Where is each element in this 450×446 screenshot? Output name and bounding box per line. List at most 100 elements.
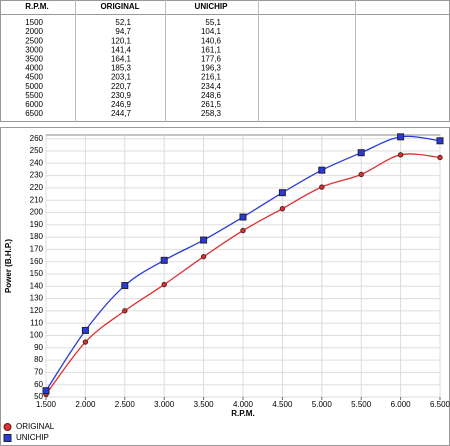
- y-tick-label: 140: [30, 281, 44, 290]
- x-tick-label: 5.000: [312, 400, 333, 409]
- table-cell: 120,1: [111, 36, 132, 45]
- table-header: UNICHIP: [195, 2, 229, 11]
- table-cell: 220,7: [111, 82, 132, 91]
- table-cell: 2500: [25, 36, 43, 45]
- table-cell: 230,9: [111, 91, 132, 100]
- table-cell: 1500: [25, 18, 43, 27]
- x-tick-label: 2.000: [75, 400, 96, 409]
- table-cell: 248,6: [201, 91, 222, 100]
- y-tick-label: 200: [30, 208, 44, 217]
- chart: 50 60 70 80 90 100 110 120 130 140 150 160 170 180 190…: [3, 133, 450, 442]
- y-tick-label: 130: [30, 294, 44, 303]
- y-axis-label: Power (B.H.P.): [4, 239, 13, 293]
- point: [239, 213, 247, 221]
- x-tick-label: 4.500: [272, 400, 293, 409]
- x-tick-label: 3.500: [194, 400, 215, 409]
- table-frame: [0, 0, 450, 122]
- table-cell: 177,6: [201, 55, 222, 64]
- point: [397, 152, 404, 158]
- legend-label: UNICHIP: [16, 433, 49, 442]
- table-cell: 94,7: [115, 27, 131, 36]
- table-cell: 2000: [25, 27, 43, 36]
- x-tick-label: 2.500: [115, 400, 136, 409]
- table-cell: 4000: [25, 64, 43, 73]
- y-tick-label: 110: [30, 318, 43, 327]
- table-cell: 185,3: [111, 64, 132, 73]
- y-tick-label: 230: [30, 171, 44, 180]
- table-cell: 196,3: [201, 64, 222, 73]
- table-cell: 258,3: [201, 109, 222, 118]
- y-tick-label: 250: [30, 146, 44, 155]
- point: [397, 133, 405, 141]
- y-tick-label: 90: [34, 343, 43, 352]
- y-tick-label: 170: [30, 245, 44, 254]
- y-tick-label: 160: [30, 257, 44, 266]
- legend-label: ORIGINAL: [16, 422, 55, 431]
- table-cell: 5000: [25, 82, 43, 91]
- y-tick-label: 190: [30, 220, 44, 229]
- x-axis-label: R.P.M.: [231, 409, 254, 418]
- table-cell: 6500: [25, 109, 43, 118]
- point: [121, 282, 129, 290]
- table-header: ORIGINAL: [100, 2, 139, 11]
- point: [357, 149, 365, 157]
- y-tick-label: 180: [30, 232, 44, 241]
- table-cell: 140,6: [201, 36, 222, 45]
- table-cell: 52,1: [115, 18, 131, 27]
- point: [358, 171, 364, 178]
- table-cell: 234,4: [201, 82, 222, 91]
- point: [436, 137, 444, 145]
- x-tick-label: 1.500: [36, 400, 57, 409]
- table-cell: 161,1: [201, 45, 222, 54]
- table-header: R.P.M.: [25, 2, 48, 11]
- x-tick-label: 6.500: [430, 400, 450, 409]
- y-tick-label: 210: [30, 195, 44, 204]
- x-tick-label: 6.000: [391, 400, 412, 409]
- legend-marker: [3, 423, 12, 431]
- table-cell: 4500: [25, 73, 43, 82]
- point: [82, 339, 89, 345]
- table-cell: 203,1: [111, 73, 132, 82]
- y-tick-label: 60: [34, 380, 43, 389]
- y-tick-label: 120: [30, 306, 44, 315]
- point: [200, 236, 208, 244]
- point: [161, 281, 167, 288]
- point: [160, 256, 168, 264]
- y-tick-label: 260: [30, 134, 44, 143]
- table-cell: 164,1: [111, 55, 132, 64]
- table-cell: 244,7: [111, 109, 132, 118]
- y-tick-label: 150: [30, 269, 44, 278]
- legend-marker: [3, 434, 12, 442]
- y-tick-label: 220: [30, 183, 44, 192]
- y-tick-label: 50: [34, 392, 43, 401]
- point: [240, 227, 246, 234]
- table-cell: 246,9: [111, 100, 132, 109]
- point: [42, 387, 50, 395]
- table-cell: 141,4: [111, 45, 132, 54]
- y-tick-label: 80: [34, 355, 43, 364]
- x-tick-label: 4.000: [233, 400, 254, 409]
- table-cell: 5500: [25, 91, 43, 100]
- y-tick-label: 100: [30, 331, 44, 340]
- table-cell: 104,1: [201, 27, 222, 36]
- table-cell: 6000: [25, 100, 43, 109]
- point: [81, 326, 89, 334]
- y-tick-label: 240: [30, 158, 44, 167]
- table-cell: 3500: [25, 55, 43, 64]
- point: [318, 166, 326, 174]
- table-cell: 55,1: [205, 18, 221, 27]
- table: R.P.M. ORIGINAL UNICHIP 1500 52,1 55,1 2000 94,…: [25, 2, 228, 118]
- point: [319, 184, 325, 190]
- point: [437, 154, 443, 161]
- y-tick-label: 70: [34, 368, 43, 377]
- x-tick-label: 3.000: [154, 400, 175, 409]
- table-cell: 261,5: [201, 100, 222, 109]
- table-cell: 3000: [25, 45, 43, 54]
- point: [122, 308, 128, 314]
- point: [279, 205, 286, 212]
- point: [278, 189, 286, 197]
- table-cell: 216,1: [201, 73, 222, 82]
- point: [200, 253, 207, 260]
- x-tick-label: 5.500: [351, 400, 372, 409]
